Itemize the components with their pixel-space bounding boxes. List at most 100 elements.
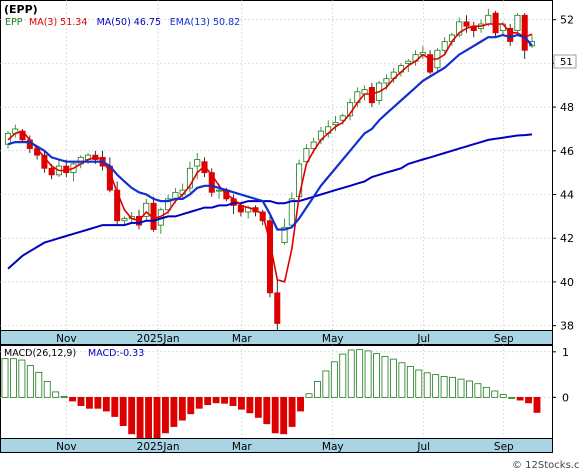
macd-bar [1, 358, 9, 398]
macd-bar [254, 396, 262, 418]
macd-bar [330, 361, 338, 398]
price-y-tick-label: 46 [560, 145, 574, 158]
macd-bar [119, 396, 127, 426]
candle [507, 24, 514, 46]
legend-symbol: EPP [5, 17, 23, 28]
macd-bar [297, 396, 304, 412]
macd-bar [212, 396, 220, 404]
macd-y-tick-label: 1 [562, 346, 569, 359]
macd-bar [18, 359, 26, 398]
macd-bar [102, 396, 110, 412]
candle [121, 216, 128, 226]
macd-bar [508, 396, 516, 399]
candle [368, 83, 375, 108]
macd-bar [381, 355, 389, 398]
macd-bar [195, 396, 203, 409]
macd-bar [533, 396, 541, 413]
macd-bar [432, 374, 440, 398]
macd-bar [77, 396, 85, 406]
macd-bar [26, 365, 34, 398]
chart-title: (EPP) [4, 3, 38, 16]
ma3-line [7, 23, 533, 283]
macd-bar [128, 396, 136, 435]
legend-item: EMA(13) 50.82 [170, 17, 240, 28]
legend-item: MA(50) 46.75 [97, 17, 161, 28]
macd-bar [145, 396, 152, 441]
macd-bar [162, 396, 169, 434]
macd-bar [52, 391, 60, 398]
macd-x-label: Mar [232, 441, 252, 453]
macd-bar [35, 371, 43, 398]
price-x-label: Jul [416, 333, 430, 345]
macd-bar [347, 349, 355, 398]
last-price-box [553, 54, 577, 69]
macd-bar [406, 365, 414, 398]
macd-bar [263, 396, 271, 425]
macd-legend-value: MACD:-0.33 [88, 348, 144, 359]
macd-bar [474, 383, 482, 398]
macd-bar [111, 396, 119, 417]
macd-bar [322, 370, 330, 398]
macd-bar [305, 393, 313, 398]
macd-title: MACD(26,12,9) [4, 348, 76, 359]
candle [288, 192, 295, 228]
macd-x-label: May [322, 441, 344, 453]
candle [274, 279, 281, 330]
legend-item: MA(3) 51.34 [29, 17, 87, 28]
macd-bar [271, 396, 279, 434]
macd-y-tick-label: 0 [562, 391, 569, 404]
macd-bar [204, 396, 212, 406]
macd-x-axis-band [0, 438, 553, 453]
macd-bar [136, 396, 144, 440]
price-panel-frame [0, 0, 553, 331]
macd-bar [499, 394, 507, 398]
macd-bar [525, 396, 532, 404]
macd-x-label: Nov [56, 441, 77, 453]
price-x-label: Mar [232, 333, 252, 345]
macd-bar [94, 396, 102, 409]
price-y-tick-label: 48 [560, 101, 574, 114]
ma50-line [7, 133, 533, 270]
macd-bar [69, 396, 76, 402]
last-price-label: 51 [560, 57, 573, 68]
price-y-tick-label: 38 [560, 320, 574, 333]
candle [463, 15, 470, 33]
candle [143, 198, 150, 221]
macd-bar [43, 381, 51, 398]
macd-bar [364, 350, 372, 398]
macd-bar [440, 376, 448, 398]
ema13-line [7, 33, 533, 231]
macd-bar [221, 396, 228, 404]
price-y-tick-label: 44 [560, 189, 574, 202]
macd-bar [449, 376, 456, 398]
macd-bar [482, 386, 490, 398]
candle [332, 115, 339, 132]
candle [186, 161, 193, 193]
candle [514, 13, 521, 35]
macd-bar [356, 349, 364, 398]
macd-bar [373, 353, 380, 398]
macd-bar [170, 396, 178, 427]
price-x-label: Sep [494, 333, 514, 345]
macd-bar [229, 396, 237, 406]
macd-bar [153, 396, 161, 439]
macd-bar [491, 390, 499, 398]
macd-bar [10, 358, 17, 398]
macd-bar [516, 396, 524, 401]
macd-x-label: Sep [494, 441, 514, 453]
macd-bar [339, 353, 347, 398]
price-x-label: May [322, 333, 344, 345]
macd-bar [415, 369, 423, 398]
macd-x-label: 2025Jan [137, 441, 180, 453]
macd-bar [466, 380, 473, 398]
price-y-tick-label: 52 [560, 14, 574, 27]
candle [441, 37, 448, 55]
price-x-axis-band [0, 330, 553, 345]
price-x-label: 2025Jan [137, 333, 180, 345]
candle [208, 168, 215, 197]
macd-bar [280, 396, 288, 435]
macd-bar [86, 396, 93, 409]
candle [266, 216, 274, 298]
macd-bar [187, 396, 195, 415]
